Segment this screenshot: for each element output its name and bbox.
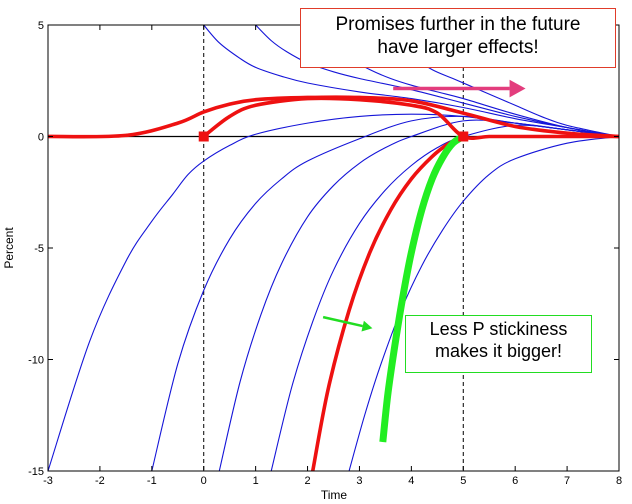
y-tick-label: 5 [38, 20, 44, 32]
x-tick-label: 6 [512, 475, 518, 487]
blue-series-line [349, 137, 619, 472]
green-series-line [383, 137, 463, 443]
future-promise-callout: Promises further in the future have larg… [300, 8, 616, 68]
y-tick-label: -15 [28, 466, 44, 478]
price-stickiness-callout: Less P stickiness makes it bigger! [405, 315, 592, 373]
x-tick-label: 8 [616, 475, 622, 487]
pink-arrow-head [510, 80, 526, 98]
y-tick-label: -10 [28, 355, 44, 367]
blue-series-line [48, 114, 619, 471]
callout-line: Promises further in the future [301, 13, 615, 36]
callout-line: have larger effects! [301, 36, 615, 59]
x-axis-label: Time [321, 488, 348, 502]
x-tick-label: -2 [95, 475, 105, 487]
plot-area: -3 -2 -1 0 1 2 3 4 5 6 7 8-15-10-505 [28, 20, 622, 487]
green-arrow-shaft [323, 317, 363, 326]
x-tick-label: 1 [253, 475, 259, 487]
square-marker [458, 132, 468, 142]
x-tick-label: 0 [201, 475, 207, 487]
blue-series-line [219, 120, 619, 471]
x-tick-label: -3 [43, 475, 53, 487]
y-tick-label: 0 [38, 132, 44, 144]
x-tick-label: 7 [564, 475, 570, 487]
red-series-line [48, 97, 619, 137]
green-arrow-head [361, 321, 372, 332]
x-tick-label: 2 [304, 475, 310, 487]
callout-line: makes it bigger! [406, 341, 591, 363]
x-tick-label: 4 [408, 475, 414, 487]
y-tick-label: -5 [34, 243, 44, 255]
x-tick-label: -1 [147, 475, 157, 487]
callout-line: Less P stickiness [406, 319, 591, 341]
x-tick-label: 5 [460, 475, 466, 487]
y-axis-label: Percent [2, 227, 16, 269]
x-tick-label: 3 [356, 475, 362, 487]
square-marker [199, 132, 209, 142]
